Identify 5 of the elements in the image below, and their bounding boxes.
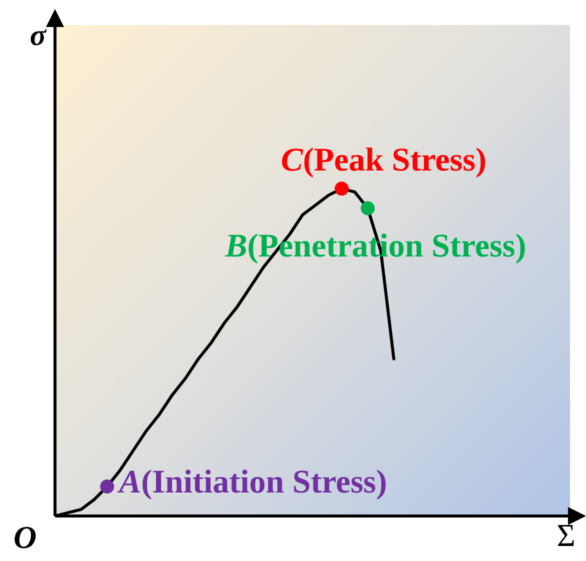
text: C(Peak Stress) <box>280 142 487 179</box>
y-axis-title: σ <box>30 19 47 52</box>
text: O <box>13 519 37 555</box>
annotation: A(Initiation Stress) <box>117 464 388 501</box>
text: Σ <box>556 517 576 553</box>
